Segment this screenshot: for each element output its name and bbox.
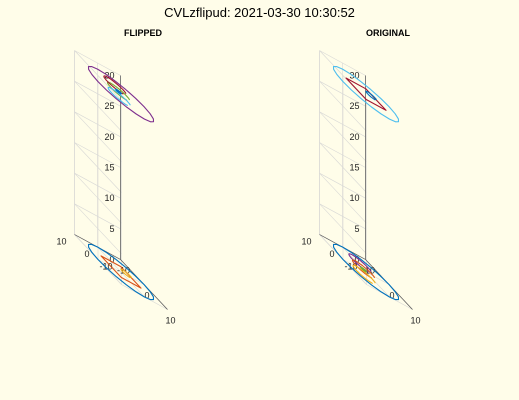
series-square xyxy=(100,255,142,289)
z-tick-label: 30 xyxy=(104,71,114,81)
series-circle xyxy=(87,243,155,301)
z-tick-label: 10 xyxy=(104,193,114,203)
series-arc xyxy=(348,253,372,273)
series-arc xyxy=(115,88,123,95)
series-arc xyxy=(365,90,377,101)
axes-title: FLIPPED xyxy=(124,28,163,38)
z-tick-label: 25 xyxy=(349,101,359,111)
x-tick-label: 10 xyxy=(410,316,420,326)
series-arc xyxy=(107,86,131,106)
z-tick-label: 20 xyxy=(349,132,359,142)
y-tick-label: -10 xyxy=(99,262,112,272)
z-tick-label: 5 xyxy=(354,224,359,234)
y-tick-label: -10 xyxy=(344,262,357,272)
y-tick-label: 0 xyxy=(329,249,334,259)
grid-line xyxy=(97,246,145,298)
series-arc xyxy=(103,75,127,95)
z-tick-label: 0 xyxy=(109,255,114,265)
z-tick-label: 10 xyxy=(349,193,359,203)
z-tick-label: 15 xyxy=(349,163,359,173)
series-arc xyxy=(351,259,375,279)
z-tick-label: 25 xyxy=(104,101,114,111)
series-circle xyxy=(332,243,400,301)
y-tick-label: 10 xyxy=(56,237,66,247)
series-arc xyxy=(120,268,132,279)
z-tick-label: 30 xyxy=(349,71,359,81)
y-tick-label: 0 xyxy=(84,249,89,259)
series-circle xyxy=(87,65,155,123)
x-tick-label: 0 xyxy=(144,291,149,301)
series-circle xyxy=(332,65,400,123)
z-tick-label: 0 xyxy=(354,255,359,265)
series-arc xyxy=(352,264,376,284)
x-tick-label: 10 xyxy=(165,316,175,326)
figure-suptitle: CVLzflipud: 2021-03-30 10:30:52 xyxy=(164,5,355,20)
z-tick-label: 20 xyxy=(104,132,114,142)
series-arc xyxy=(360,266,368,273)
y-tick-label: 10 xyxy=(301,237,311,247)
z-tick-label: 5 xyxy=(109,224,114,234)
axes-title: ORIGINAL xyxy=(366,28,411,38)
series-square xyxy=(345,77,387,111)
z-tick-label: 15 xyxy=(104,163,114,173)
x-tick-label: 0 xyxy=(389,291,394,301)
